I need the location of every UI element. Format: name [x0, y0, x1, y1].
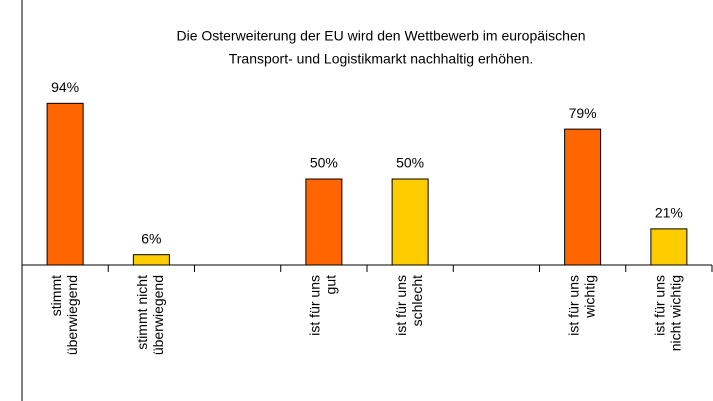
x-tick-label: nicht wichtig [668, 275, 684, 351]
value-label: 50% [396, 155, 424, 171]
bar [391, 178, 429, 266]
x-tick-label: stimmt [48, 275, 64, 316]
bar [305, 178, 343, 266]
value-label: 6% [141, 230, 161, 246]
x-tick-label: wichtig [581, 275, 597, 319]
bar [564, 128, 602, 266]
bar [132, 254, 170, 266]
bar [650, 228, 688, 266]
x-tick-label: ist für uns [393, 275, 409, 336]
chart-title: Transport- und Logistikmarkt nachhaltig … [229, 51, 534, 67]
x-tick-label: ist für uns [565, 275, 581, 336]
value-label: 50% [310, 155, 338, 171]
x-tick-label: ist für uns [652, 275, 668, 336]
x-tick-label: stimmt nicht [134, 275, 150, 350]
x-tick-label: überwiegend [150, 275, 166, 355]
value-label: 21% [655, 205, 683, 221]
x-tick-label: überwiegend [64, 275, 80, 355]
x-tick-label: schlecht [409, 275, 425, 326]
value-label: 79% [569, 105, 597, 121]
chart-title: Die Osterweiterung der EU wird den Wettb… [176, 28, 585, 44]
bar [46, 102, 84, 266]
x-tick-label: gut [323, 275, 339, 295]
value-label: 94% [51, 79, 79, 95]
x-tick-label: ist für uns [307, 275, 323, 336]
